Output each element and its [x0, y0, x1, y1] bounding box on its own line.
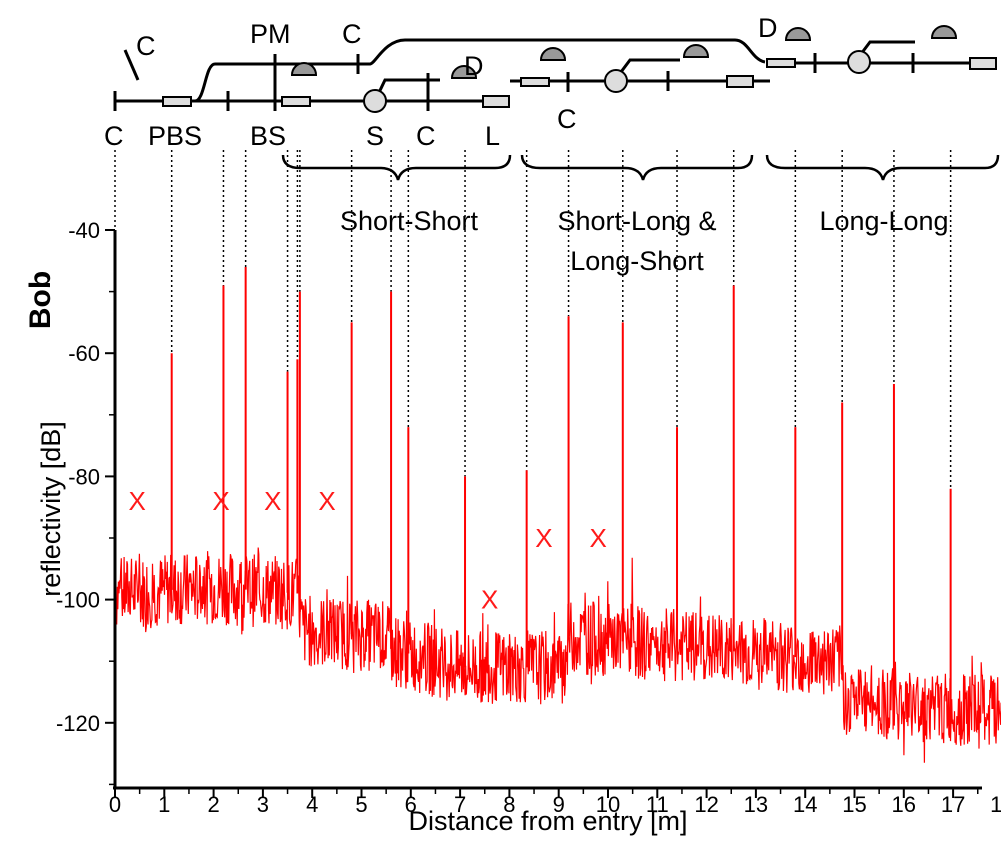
label-c4: C — [342, 19, 362, 49]
x-ticks: 012345678910111213141516171819 — [109, 788, 1001, 817]
optical-setup-diagram — [113, 38, 975, 111]
x-tick-label: 5 — [355, 792, 367, 817]
x-tick-label: 12 — [694, 792, 718, 817]
x-axis-label: Distance from entry [m] — [408, 806, 687, 836]
label-s: S — [366, 121, 384, 151]
reflectivity-trace — [114, 547, 1001, 763]
diagram-components — [162, 25, 997, 113]
region-labels: Short-Short Short-Long & Long-Short Long… — [340, 206, 949, 276]
x-tick-label: 10 — [596, 792, 620, 817]
x-tick-label: 8 — [503, 792, 515, 817]
x-tick-label: 0 — [109, 792, 121, 817]
x-marker: X — [589, 523, 606, 553]
x-tick-label: 9 — [553, 792, 565, 817]
x-marker: X — [129, 486, 146, 516]
x-tick-label: 1 — [158, 792, 170, 817]
x-marker: X — [318, 486, 335, 516]
x-tick-label: 17 — [941, 792, 965, 817]
x-marker: X — [481, 585, 498, 615]
x-tick-label: 3 — [257, 792, 269, 817]
label-l: L — [485, 121, 500, 151]
x-tick-label: 15 — [842, 792, 866, 817]
x-tick-label: 18 — [990, 792, 1001, 817]
label-bs: BS — [250, 121, 286, 151]
y-ticks: -40 -60 -80 -100 -120 — [56, 218, 115, 786]
noise-trace — [114, 547, 1001, 763]
label-c3: C — [136, 31, 156, 61]
region-label-long-short: Long-Short — [570, 246, 704, 276]
x-marker: X — [212, 486, 229, 516]
panel-label: Bob — [24, 271, 57, 329]
x-markers: X X X X X X X — [129, 486, 607, 615]
x-marker: X — [535, 523, 552, 553]
y-tick-label: -60 — [68, 341, 100, 366]
region-label-long-long: Long-Long — [819, 206, 948, 236]
label-c2: C — [416, 121, 436, 151]
y-tick-label: -100 — [56, 588, 100, 613]
x-tick-label: 6 — [405, 792, 417, 817]
label-pm: PM — [250, 19, 291, 49]
x-marker: X — [264, 486, 281, 516]
x-tick-label: 7 — [454, 792, 466, 817]
x-tick-label: 16 — [892, 792, 916, 817]
x-tick-label: 13 — [744, 792, 768, 817]
region-label-short-long: Short-Long & — [557, 206, 716, 236]
region-label-short-short: Short-Short — [340, 206, 479, 236]
region-braces — [281, 154, 1000, 181]
label-d1: D — [464, 51, 484, 81]
label-c1: C — [104, 121, 124, 151]
axes — [113, 230, 982, 790]
label-d2: D — [758, 13, 778, 43]
reflectivity-peaks — [114, 266, 952, 711]
diagram-labels: C PBS BS S C L C PM C D C D — [104, 13, 778, 151]
x-tick-label: 11 — [646, 792, 669, 817]
x-tick-label: 2 — [207, 792, 219, 817]
y-tick-label: -40 — [68, 218, 100, 243]
x-tick-label: 14 — [793, 792, 817, 817]
y-tick-label: -80 — [68, 464, 100, 489]
x-tick-label: 4 — [306, 792, 318, 817]
label-c5: C — [557, 104, 577, 134]
label-pbs: PBS — [148, 121, 202, 151]
y-tick-label: -120 — [56, 711, 100, 736]
y-axis-label: reflectivity [dB] — [36, 421, 66, 597]
